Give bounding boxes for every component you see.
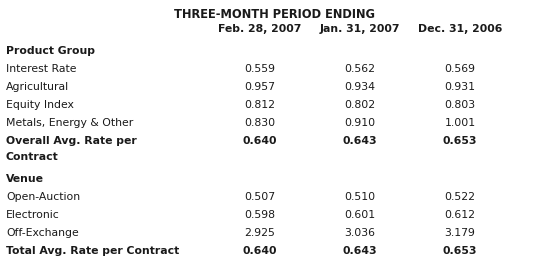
Text: 0.601: 0.601 bbox=[345, 210, 375, 220]
Text: 0.598: 0.598 bbox=[244, 210, 276, 220]
Text: Equity Index: Equity Index bbox=[6, 100, 74, 110]
Text: 0.653: 0.653 bbox=[443, 136, 477, 146]
Text: Feb. 28, 2007: Feb. 28, 2007 bbox=[218, 24, 302, 34]
Text: 0.562: 0.562 bbox=[345, 64, 375, 74]
Text: Open-Auction: Open-Auction bbox=[6, 192, 80, 202]
Text: Electronic: Electronic bbox=[6, 210, 60, 220]
Text: 0.957: 0.957 bbox=[244, 82, 276, 92]
Text: 0.640: 0.640 bbox=[243, 246, 277, 256]
Text: Dec. 31, 2006: Dec. 31, 2006 bbox=[418, 24, 502, 34]
Text: Product Group: Product Group bbox=[6, 46, 95, 56]
Text: 0.522: 0.522 bbox=[444, 192, 476, 202]
Text: Jan. 31, 2007: Jan. 31, 2007 bbox=[319, 24, 400, 34]
Text: 3.179: 3.179 bbox=[444, 228, 476, 238]
Text: 0.643: 0.643 bbox=[342, 246, 378, 256]
Text: 0.802: 0.802 bbox=[345, 100, 375, 110]
Text: 0.812: 0.812 bbox=[244, 100, 276, 110]
Text: 0.803: 0.803 bbox=[444, 100, 476, 110]
Text: 0.507: 0.507 bbox=[244, 192, 276, 202]
Text: 0.910: 0.910 bbox=[345, 118, 375, 128]
Text: THREE-MONTH PERIOD ENDING: THREE-MONTH PERIOD ENDING bbox=[174, 8, 374, 21]
Text: 2.925: 2.925 bbox=[244, 228, 276, 238]
Text: 0.653: 0.653 bbox=[443, 246, 477, 256]
Text: 1.001: 1.001 bbox=[444, 118, 476, 128]
Text: 0.643: 0.643 bbox=[342, 136, 378, 146]
Text: 0.640: 0.640 bbox=[243, 136, 277, 146]
Text: 0.612: 0.612 bbox=[444, 210, 476, 220]
Text: Total Avg. Rate per Contract: Total Avg. Rate per Contract bbox=[6, 246, 179, 256]
Text: Overall Avg. Rate per: Overall Avg. Rate per bbox=[6, 136, 137, 146]
Text: 0.934: 0.934 bbox=[345, 82, 375, 92]
Text: 0.830: 0.830 bbox=[244, 118, 276, 128]
Text: Metals, Energy & Other: Metals, Energy & Other bbox=[6, 118, 133, 128]
Text: 3.036: 3.036 bbox=[345, 228, 375, 238]
Text: Venue: Venue bbox=[6, 174, 44, 184]
Text: 0.931: 0.931 bbox=[444, 82, 476, 92]
Text: Interest Rate: Interest Rate bbox=[6, 64, 77, 74]
Text: 0.510: 0.510 bbox=[345, 192, 375, 202]
Text: 0.559: 0.559 bbox=[244, 64, 276, 74]
Text: Contract: Contract bbox=[6, 152, 59, 162]
Text: 0.569: 0.569 bbox=[444, 64, 476, 74]
Text: Off-Exchange: Off-Exchange bbox=[6, 228, 79, 238]
Text: Agricultural: Agricultural bbox=[6, 82, 69, 92]
